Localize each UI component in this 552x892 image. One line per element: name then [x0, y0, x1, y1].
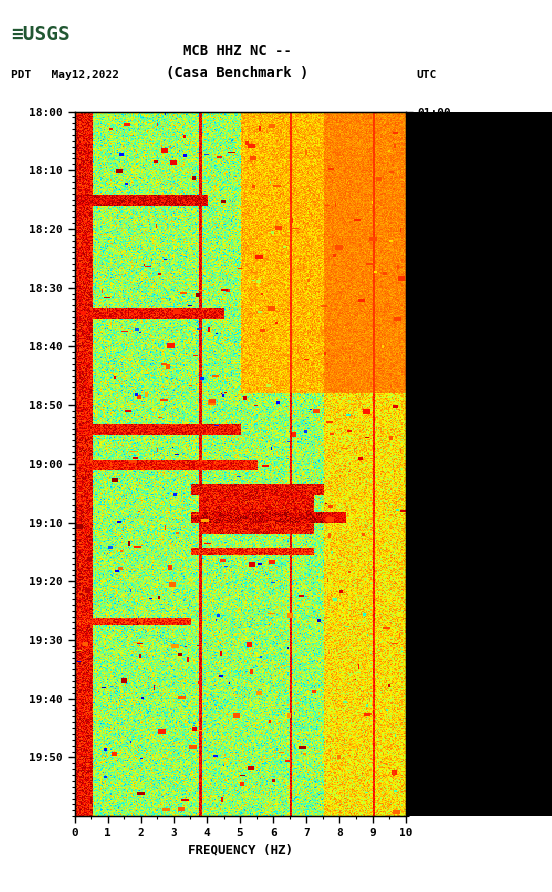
Text: UTC: UTC	[417, 70, 437, 80]
Text: ≡USGS: ≡USGS	[11, 25, 70, 44]
Text: (Casa Benchmark ): (Casa Benchmark )	[166, 66, 309, 80]
Text: MCB HHZ NC --: MCB HHZ NC --	[183, 44, 292, 58]
X-axis label: FREQUENCY (HZ): FREQUENCY (HZ)	[188, 844, 293, 856]
Text: PDT   May12,2022: PDT May12,2022	[11, 70, 119, 80]
